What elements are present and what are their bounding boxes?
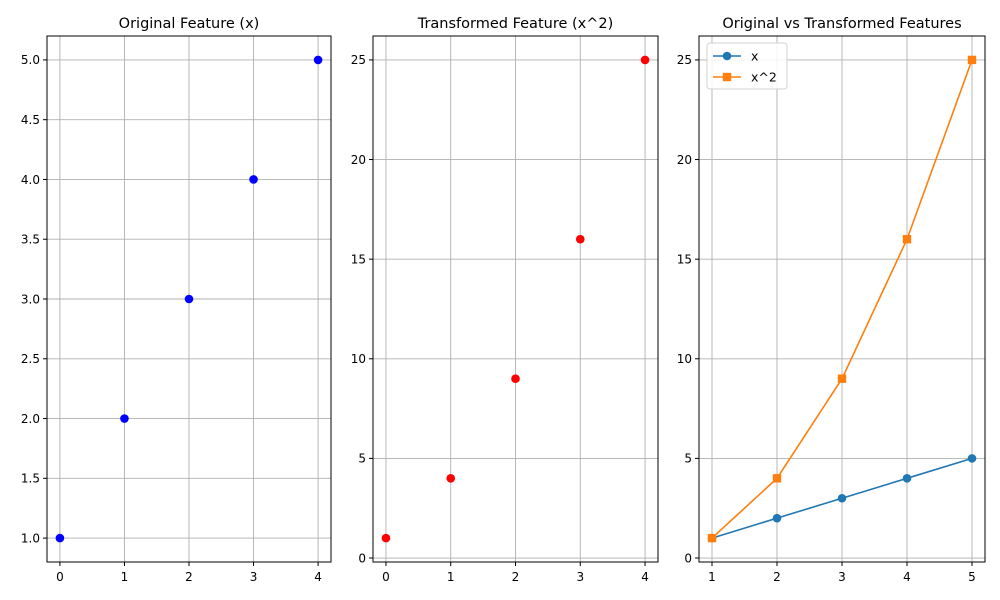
scatter-point bbox=[381, 533, 391, 543]
x-tick-label: 2 bbox=[185, 570, 193, 584]
plot-frame bbox=[46, 35, 332, 563]
x-tick-label: 1 bbox=[121, 570, 129, 584]
y-tick-label: 3.0 bbox=[21, 292, 40, 306]
line-marker bbox=[967, 55, 977, 65]
y-tick-label: 4.5 bbox=[21, 113, 40, 127]
legend-marker bbox=[722, 51, 732, 61]
chart-title: Transformed Feature (x^2) bbox=[417, 16, 614, 32]
y-tick-label: 15 bbox=[677, 252, 692, 266]
x-tick-label: 1 bbox=[708, 570, 716, 584]
y-tick-label: 10 bbox=[677, 352, 692, 366]
y-tick-label: 25 bbox=[677, 53, 692, 67]
line-marker bbox=[902, 235, 912, 244]
y-tick-label: 5.0 bbox=[21, 53, 40, 67]
scatter-point bbox=[640, 55, 650, 65]
line-marker bbox=[902, 474, 912, 483]
y-tick-label: 2.5 bbox=[21, 352, 40, 366]
x-tick-label: 3 bbox=[838, 570, 846, 584]
y-tick-label: 5 bbox=[684, 452, 692, 466]
y-tick-label: 3.5 bbox=[21, 233, 40, 247]
plot-frame bbox=[372, 35, 659, 563]
scatter-point bbox=[184, 294, 194, 304]
scatter-point bbox=[511, 374, 520, 383]
y-tick-label: 5 bbox=[358, 452, 366, 466]
scatter-point bbox=[249, 175, 258, 184]
legend-label: x^2 bbox=[751, 70, 777, 85]
line-marker bbox=[967, 454, 977, 463]
x-tick-label: 0 bbox=[56, 570, 64, 584]
x-tick-label: 4 bbox=[641, 570, 649, 584]
subplot-1: 0 1 2 3 4 1.0 1.5 2.0 2.5 3.0 3.5 4.0 4.5 5.0 Original… bbox=[21, 16, 332, 584]
legend-marker bbox=[722, 72, 732, 82]
x-tick-label: 4 bbox=[314, 570, 322, 584]
subplot-2: 0 1 2 3 4 0 5 10 15 20 25 Transformed Feature (x^2) bbox=[351, 16, 659, 584]
y-tick-label: 4.0 bbox=[21, 173, 40, 187]
y-tick-label: 25 bbox=[351, 53, 366, 67]
y-tick-label: 2.0 bbox=[21, 412, 40, 426]
x-tick-label: 0 bbox=[382, 570, 390, 584]
legend: x x^2 bbox=[706, 42, 788, 90]
chart-title: Original Feature (x) bbox=[119, 16, 260, 32]
x-tick-label: 3 bbox=[576, 570, 584, 584]
y-tick-label: 15 bbox=[351, 252, 366, 266]
x-tick-label: 1 bbox=[447, 570, 455, 584]
line-marker bbox=[837, 493, 847, 503]
chart-title: Original vs Transformed Features bbox=[722, 16, 961, 32]
x-tick-label: 2 bbox=[773, 570, 781, 584]
plot-frame bbox=[698, 35, 986, 563]
legend-label: x bbox=[751, 49, 758, 64]
y-tick-label: 20 bbox=[351, 153, 366, 167]
y-tick-label: 1.5 bbox=[21, 472, 40, 486]
x-tick-label: 2 bbox=[512, 570, 520, 584]
line-marker bbox=[772, 474, 782, 483]
scatter-point bbox=[313, 55, 323, 65]
y-tick-label: 0 bbox=[358, 551, 366, 565]
scatter-point bbox=[446, 474, 456, 483]
subplot-3: 1 2 3 4 5 0 5 10 15 20 25 x x^2 Original vs Transform… bbox=[677, 16, 986, 584]
line-marker bbox=[707, 533, 717, 543]
y-tick-label: 20 bbox=[677, 153, 692, 167]
y-tick-label: 1.0 bbox=[21, 531, 40, 545]
x-tick-label: 5 bbox=[968, 570, 976, 584]
scatter-point bbox=[120, 414, 129, 423]
y-tick-label: 10 bbox=[351, 352, 366, 366]
x-tick-label: 4 bbox=[903, 570, 911, 584]
scatter-point bbox=[575, 234, 585, 244]
x-tick-label: 3 bbox=[250, 570, 258, 584]
y-tick-label: 0 bbox=[684, 551, 692, 565]
scatter-point bbox=[55, 533, 65, 543]
line-marker bbox=[837, 374, 847, 383]
line-marker bbox=[772, 513, 782, 523]
